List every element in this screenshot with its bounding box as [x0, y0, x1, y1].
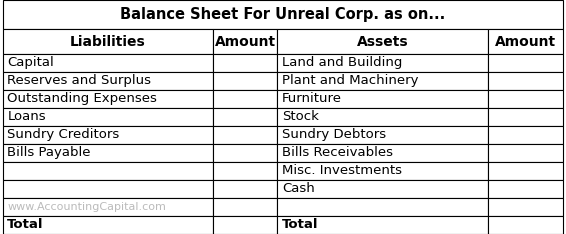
Text: Balance Sheet For Unreal Corp. as on...: Balance Sheet For Unreal Corp. as on...	[121, 7, 445, 22]
Text: Misc. Investments: Misc. Investments	[282, 165, 402, 177]
Bar	[487, 126, 563, 144]
Bar	[3, 144, 213, 162]
Bar	[3, 90, 213, 108]
Bar	[277, 72, 487, 90]
Bar	[277, 90, 487, 108]
Bar	[3, 126, 213, 144]
Bar	[487, 90, 563, 108]
Text: Reserves and Surplus: Reserves and Surplus	[7, 74, 151, 87]
Bar	[487, 144, 563, 162]
Bar	[3, 108, 213, 126]
Text: Bills Receivables: Bills Receivables	[282, 146, 393, 159]
Bar	[213, 126, 277, 144]
Bar	[277, 29, 487, 54]
Bar	[213, 72, 277, 90]
Text: Total: Total	[7, 219, 44, 231]
Bar	[277, 180, 487, 198]
Bar	[3, 216, 213, 234]
Bar	[487, 54, 563, 72]
Bar	[213, 198, 277, 216]
Bar	[3, 198, 213, 216]
Bar	[277, 162, 487, 180]
Bar	[213, 29, 277, 54]
Bar	[213, 162, 277, 180]
Bar	[487, 108, 563, 126]
Bar	[3, 29, 213, 54]
Bar	[487, 72, 563, 90]
Text: Capital: Capital	[7, 56, 54, 69]
Text: Amount: Amount	[215, 35, 276, 48]
Text: Cash: Cash	[282, 183, 315, 195]
Bar	[3, 180, 213, 198]
Bar	[3, 162, 213, 180]
Text: Sundry Debtors: Sundry Debtors	[282, 128, 386, 141]
Text: Land and Building: Land and Building	[282, 56, 402, 69]
Text: Sundry Creditors: Sundry Creditors	[7, 128, 119, 141]
Bar	[277, 216, 487, 234]
Bar	[3, 0, 563, 29]
Text: Assets: Assets	[357, 35, 408, 48]
Bar	[487, 216, 563, 234]
Text: Outstanding Expenses: Outstanding Expenses	[7, 92, 157, 105]
Bar	[213, 90, 277, 108]
Bar	[3, 54, 213, 72]
Text: Bills Payable: Bills Payable	[7, 146, 91, 159]
Bar	[277, 108, 487, 126]
Text: Loans: Loans	[7, 110, 46, 123]
Text: Stock: Stock	[282, 110, 319, 123]
Bar	[277, 54, 487, 72]
Bar	[213, 144, 277, 162]
Text: www.AccountingCapital.com: www.AccountingCapital.com	[7, 202, 166, 212]
Bar	[487, 162, 563, 180]
Text: Amount: Amount	[495, 35, 556, 48]
Bar	[213, 54, 277, 72]
Bar	[3, 72, 213, 90]
Text: Total: Total	[282, 219, 319, 231]
Bar	[277, 198, 487, 216]
Text: Liabilities: Liabilities	[70, 35, 146, 48]
Bar	[487, 198, 563, 216]
Bar	[487, 29, 563, 54]
Bar	[487, 180, 563, 198]
Bar	[277, 126, 487, 144]
Bar	[277, 144, 487, 162]
Bar	[213, 216, 277, 234]
Bar	[213, 180, 277, 198]
Text: Plant and Machinery: Plant and Machinery	[282, 74, 418, 87]
Bar	[213, 108, 277, 126]
Text: Furniture: Furniture	[282, 92, 342, 105]
